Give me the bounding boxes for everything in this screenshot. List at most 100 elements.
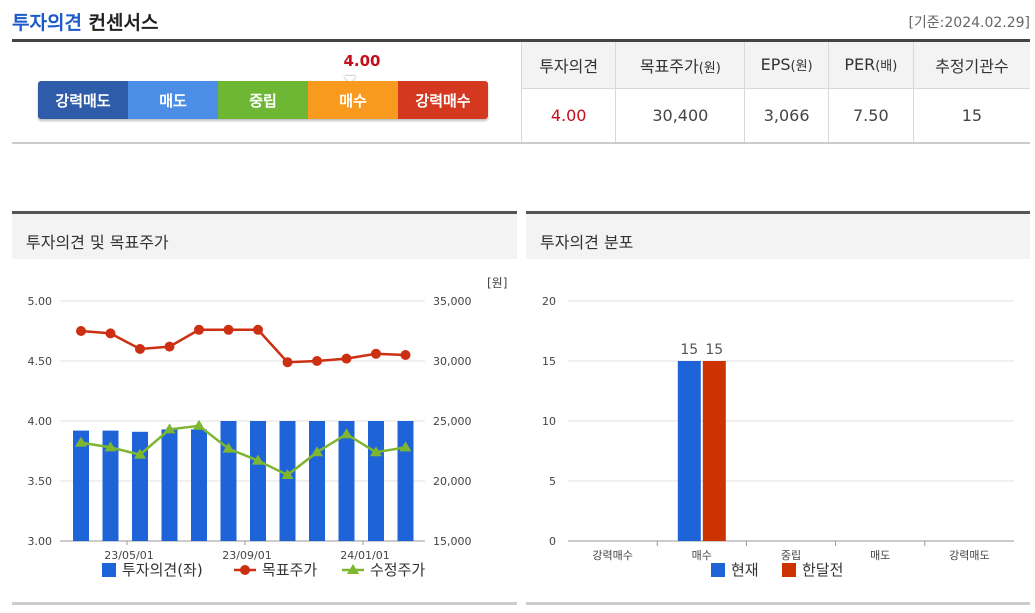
legend-label-opinion: 투자의견(좌) xyxy=(122,561,203,579)
distribution-bar xyxy=(702,361,726,541)
target-price-point xyxy=(371,348,381,359)
x-tick-label: 23/05/01 xyxy=(104,549,153,562)
y-right-tick-label: 35,000 xyxy=(433,295,472,308)
legend-swatch-opinion xyxy=(102,563,116,577)
legend-label-target: 목표주가 xyxy=(262,561,317,579)
legend-label-current: 현재 xyxy=(731,561,759,579)
distribution-bar xyxy=(677,361,701,541)
rating-segment-hold: 중립 xyxy=(218,81,308,119)
y-tick-label: 5 xyxy=(549,475,556,488)
legend-marker-adjusted xyxy=(347,564,359,574)
opinion-bar xyxy=(397,421,414,541)
y-right-tick-label: 20,000 xyxy=(433,475,472,488)
target-price-point xyxy=(105,328,116,339)
opinion-bar xyxy=(309,421,325,541)
summary-header-eps: EPS(원) xyxy=(744,42,829,89)
x-tick-label: 중립 xyxy=(781,549,801,562)
adjusted-price-point xyxy=(104,441,117,452)
target-price-point xyxy=(76,326,86,336)
target-price-point xyxy=(253,324,263,335)
y-right-tick-label: 15,000 xyxy=(433,535,472,548)
rating-segment-sell: 매도 xyxy=(128,81,218,119)
y-tick-label: 20 xyxy=(542,295,556,308)
rating-segment-buy: 매수 xyxy=(308,81,398,119)
as-of-date: [기준:2024.02.29] xyxy=(908,15,1030,31)
target-price-point xyxy=(312,356,322,366)
summary-value-row: 4.00 30,400 3,066 7.50 15 xyxy=(520,88,1030,142)
y-left-tick-label: 4.50 xyxy=(28,355,53,368)
y-tick-label: 15 xyxy=(542,355,556,368)
summary-eps-value: 3,066 xyxy=(744,88,829,142)
consensus-summary-table: 투자의견 목표주가(원) EPS(원) PER(배) 추정기관수 4.00 30… xyxy=(520,42,1030,142)
title-rest: 컨센서스 xyxy=(88,12,159,34)
adjusted-price-point xyxy=(75,436,87,447)
target-price-line xyxy=(80,328,406,364)
rating-segment-strong-buy: 강력매수 xyxy=(398,81,488,119)
y-tick-label: 10 xyxy=(542,415,556,428)
opinion-bar xyxy=(368,421,384,541)
opinion-bar xyxy=(279,421,296,541)
bar-data-label: 15 xyxy=(680,342,698,358)
summary-header-target-price: 목표주가(원) xyxy=(615,42,745,89)
summary-header-opinion: 투자의견 xyxy=(520,42,616,89)
current-rating-value: 4.00 xyxy=(343,52,381,70)
header-divider xyxy=(12,39,1030,42)
adjusted-price-point xyxy=(222,442,235,453)
consensus-header: 투자의견 컨센서스 [기준:2024.02.29] xyxy=(12,4,1030,40)
legend-swatch-month-ago xyxy=(782,563,796,577)
opinion-target-price-chart: 5.00 4.50 4.00 3.50 3.00 35,000 30,000 25,000 20… xyxy=(28,276,508,579)
rating-scale: 강력매도 매도 중립 매수 강력매수 xyxy=(38,81,488,119)
adjusted-price-point xyxy=(311,446,323,457)
target-price-point xyxy=(135,344,145,354)
summary-opinion-value: 4.00 xyxy=(520,88,616,142)
y-left-tick-label: 3.00 xyxy=(28,535,53,548)
x-tick-label: 24/01/01 xyxy=(340,549,389,562)
opinion-distribution-panel: 투자의견 분포 20 15 10 5 0 강력매수 매수 15 15 중립 매도 강력매도 현재 한달전 xyxy=(526,211,1030,605)
target-price-point xyxy=(282,357,293,368)
opinion-bar xyxy=(132,431,148,541)
y-right-tick-label: 30,000 xyxy=(433,355,472,368)
target-price-point xyxy=(194,324,204,335)
adjusted-price-point xyxy=(134,448,146,459)
adjusted-price-point xyxy=(370,446,382,457)
summary-divider xyxy=(12,142,1030,144)
legend-label-month-ago: 한달전 xyxy=(802,561,843,579)
opinion-bar xyxy=(73,430,89,541)
target-price-point xyxy=(341,353,352,364)
x-tick-label: 강력매수 xyxy=(592,549,632,562)
summary-per-value: 7.50 xyxy=(827,88,914,142)
y-left-tick-label: 4.00 xyxy=(28,415,53,428)
target-price-point xyxy=(164,341,175,352)
opinion-target-price-panel: 투자의견 및 목표주가 5.00 4.50 4.00 3.50 3.00 35,000 30… xyxy=(12,211,517,605)
adjusted-price-point xyxy=(399,441,412,452)
y-tick-label: 0 xyxy=(549,535,556,548)
x-tick-label: 23/09/01 xyxy=(222,549,271,562)
panel-title: 투자의견 및 목표주가 xyxy=(12,214,517,259)
summary-header-per: PER(배) xyxy=(827,42,914,89)
adjusted-price-line xyxy=(80,424,406,477)
panel-title: 투자의견 분포 xyxy=(526,214,1030,259)
opinion-bar xyxy=(102,430,119,541)
summary-header-row: 투자의견 목표주가(원) EPS(원) PER(배) 추정기관수 xyxy=(520,42,1030,89)
opinion-bar xyxy=(338,421,355,541)
opinion-bar xyxy=(161,429,178,541)
summary-target-price-value: 30,400 xyxy=(615,88,745,142)
rating-marker-icon xyxy=(344,76,356,84)
legend-label-adjusted: 수정주가 xyxy=(370,561,425,579)
opinion-bar xyxy=(250,421,266,541)
rating-segment-strong-sell: 강력매도 xyxy=(38,81,128,119)
title-strong: 투자의견 xyxy=(12,12,82,34)
summary-header-institutions: 추정기관수 xyxy=(912,42,1030,89)
section-title: 투자의견 컨센서스 xyxy=(12,8,158,35)
summary-institutions-value: 15 xyxy=(912,88,1030,142)
target-price-point xyxy=(400,350,411,360)
adjusted-price-point xyxy=(252,454,264,465)
y-right-tick-label: 25,000 xyxy=(433,415,472,428)
legend-marker-target xyxy=(240,565,250,575)
target-price-point xyxy=(223,324,234,335)
x-tick-label: 강력매도 xyxy=(949,549,989,562)
adjusted-price-point xyxy=(193,419,205,430)
y-left-tick-label: 3.50 xyxy=(28,475,53,488)
x-tick-label: 매도 xyxy=(870,549,890,562)
